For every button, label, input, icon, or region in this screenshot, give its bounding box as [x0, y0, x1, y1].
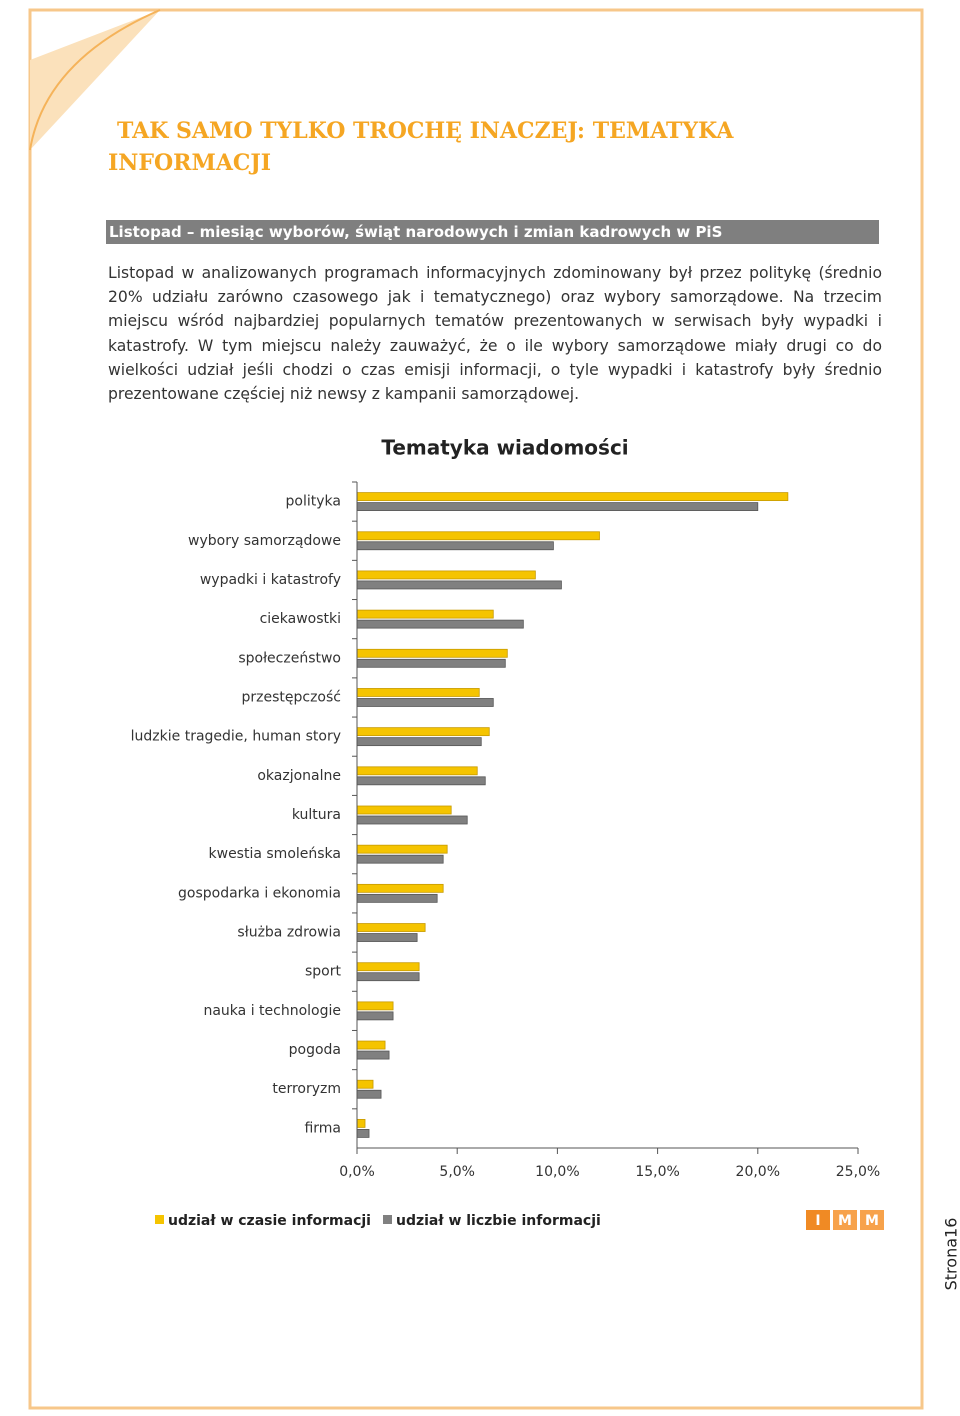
section-heading: Listopad – miesiąc wyborów, świąt narodo…	[106, 220, 879, 244]
legend-swatch	[383, 1215, 392, 1224]
x-tick-label: 15,0%	[635, 1164, 679, 1180]
x-tick-label: 25,0%	[836, 1164, 880, 1180]
bar	[356, 727, 490, 737]
bar	[356, 698, 494, 707]
bar	[356, 1079, 374, 1089]
bar	[356, 658, 506, 668]
logo-letter: M	[838, 1213, 852, 1229]
bar	[356, 805, 452, 815]
legend-label: udział w czasie informacji	[168, 1213, 371, 1229]
bar	[356, 776, 486, 786]
bar	[356, 492, 789, 501]
bar	[356, 1119, 366, 1128]
bar	[356, 844, 448, 854]
y-tick-label: ciekawostki	[260, 611, 341, 627]
y-tick-label: okazjonalne	[257, 768, 341, 784]
y-tick-label: kultura	[292, 807, 341, 823]
bar	[356, 648, 508, 658]
bar	[356, 815, 468, 825]
x-tick-label: 20,0%	[736, 1164, 780, 1180]
bar	[356, 933, 418, 942]
bar	[356, 1050, 390, 1060]
bar	[356, 854, 444, 864]
logo-letter: M	[865, 1213, 879, 1229]
bar	[356, 893, 438, 903]
y-tick-label: przestępczość	[242, 689, 342, 705]
bar	[356, 502, 759, 511]
y-tick-label: wybory samorządowe	[188, 533, 341, 549]
bar	[356, 541, 554, 551]
bar	[356, 1001, 394, 1011]
bar	[356, 1089, 382, 1099]
y-tick-label: sport	[305, 964, 342, 980]
y-tick-label: pogoda	[289, 1042, 341, 1058]
y-tick-label: wypadki i katastrofy	[200, 572, 341, 588]
logo-box	[806, 1210, 830, 1230]
y-tick-label: nauka i technologie	[203, 1003, 341, 1019]
page-title: TAK SAMO TYLKO TROCHĘ INACZEJ: TEMATYKA …	[108, 118, 734, 176]
bar	[356, 737, 482, 747]
bar	[356, 1129, 370, 1138]
legend-swatch	[155, 1215, 164, 1224]
bar	[356, 1040, 386, 1050]
bar	[356, 883, 444, 893]
y-tick-label: społeczeństwo	[238, 650, 341, 666]
page-frame	[28, 8, 924, 1410]
bar	[356, 570, 536, 580]
bar	[356, 1011, 394, 1021]
logo-letter: I	[815, 1213, 820, 1229]
y-tick-label: terroryzm	[272, 1081, 341, 1097]
page-curl	[30, 10, 160, 150]
y-tick-label: polityka	[286, 494, 341, 510]
page-curl-edge	[29, 9, 161, 151]
bar	[356, 580, 562, 590]
bar	[356, 531, 600, 541]
y-tick-label: firma	[304, 1120, 341, 1136]
bar	[356, 962, 420, 972]
bar	[356, 688, 480, 697]
chart-title: Tematyka wiadomości	[381, 436, 628, 460]
bar	[356, 923, 426, 932]
bar	[356, 619, 524, 629]
paragraph: Listopad w analizowanych programach info…	[108, 264, 882, 404]
y-tick-label: ludzkie tragedie, human story	[131, 729, 341, 745]
y-tick-label: służba zdrowia	[237, 925, 341, 941]
bar	[356, 972, 420, 982]
y-tick-label: kwestia smoleńska	[209, 846, 341, 862]
legend-label: udział w liczbie informacji	[396, 1213, 601, 1229]
x-tick-label: 10,0%	[535, 1164, 579, 1180]
x-tick-label: 0,0%	[339, 1164, 375, 1180]
logo-box	[833, 1210, 857, 1230]
bar	[356, 766, 478, 776]
x-tick-label: 5,0%	[439, 1164, 475, 1180]
logo-box	[860, 1210, 884, 1230]
bar	[356, 609, 494, 619]
y-tick-label: gospodarka i ekonomia	[178, 885, 341, 901]
page-number: Strona16	[942, 1218, 960, 1291]
